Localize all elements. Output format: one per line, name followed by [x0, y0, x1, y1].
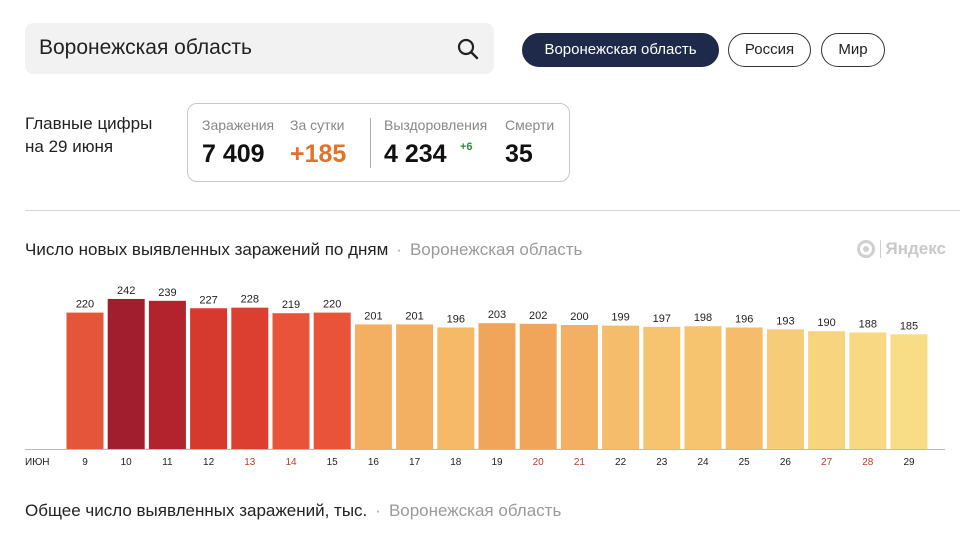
bar-label-25: 196 — [735, 313, 753, 325]
bar-10 — [107, 298, 145, 449]
section-divider — [25, 210, 960, 211]
stats-divider — [370, 118, 371, 168]
x-tick-17: 17 — [409, 457, 421, 468]
tab-voronezh-region[interactable]: Воронежская область — [522, 33, 719, 67]
bar-18 — [437, 327, 475, 449]
bar-label-13: 228 — [241, 294, 259, 306]
bar-16 — [354, 324, 392, 449]
bar-11 — [148, 300, 186, 449]
tab-russia[interactable]: Россия — [728, 33, 811, 67]
bar-label-22: 199 — [611, 312, 629, 324]
month-label: ИЮН — [25, 457, 50, 468]
bar-21 — [560, 325, 598, 449]
deaths-value: 35 — [505, 140, 533, 168]
x-tick-26: 26 — [780, 457, 792, 468]
bar-25 — [725, 327, 763, 449]
x-tick-11: 11 — [162, 457, 173, 468]
x-tick-21: 21 — [574, 457, 586, 468]
bar-label-23: 197 — [653, 313, 671, 325]
x-tick-13: 13 — [244, 457, 256, 468]
daily-infections-chart: ИЮН2209242102391122712228132191422015201… — [25, 285, 945, 468]
bar-9 — [66, 312, 104, 449]
chart-region: Воронежская область — [409, 240, 583, 259]
bar-26 — [766, 329, 804, 449]
bar-19 — [478, 323, 516, 449]
bar-label-17: 201 — [405, 310, 423, 322]
bar-20 — [519, 323, 557, 449]
bar-label-18: 196 — [447, 313, 465, 325]
bar-12 — [190, 308, 228, 449]
x-tick-29: 29 — [903, 457, 915, 468]
bar-label-15: 220 — [323, 299, 341, 311]
chart-section-title: Число новых выявленных заражений по дням… — [25, 240, 582, 260]
bar-23 — [643, 326, 681, 449]
brand-logo-icon — [856, 240, 875, 258]
bar-15 — [313, 312, 351, 449]
chart-title: Число новых выявленных заражений по дням — [25, 240, 389, 259]
brand-logo-divider — [879, 240, 881, 258]
search-icon[interactable] — [456, 37, 480, 61]
x-tick-23: 23 — [656, 457, 668, 468]
total-region: Воронежская область — [388, 501, 562, 520]
daily-value: +185 — [290, 140, 347, 168]
x-tick-14: 14 — [285, 457, 297, 468]
main-figures-caption: Главные цифры на 29 июня — [25, 112, 152, 158]
bar-label-27: 190 — [817, 317, 835, 329]
bar-24 — [684, 326, 722, 449]
bar-label-16: 201 — [364, 310, 382, 322]
x-tick-22: 22 — [615, 457, 627, 468]
search-input[interactable]: Воронежская область — [39, 36, 252, 59]
x-tick-16: 16 — [368, 457, 380, 468]
x-tick-27: 27 — [821, 457, 833, 468]
x-tick-24: 24 — [697, 457, 709, 468]
bar-label-24: 198 — [694, 312, 712, 324]
x-tick-18: 18 — [450, 457, 462, 468]
x-tick-25: 25 — [739, 457, 751, 468]
bar-label-20: 202 — [529, 310, 547, 322]
total-section-title: Общее число выявленных заражений, тыс. · В… — [25, 501, 561, 521]
daily-label: За сутки — [290, 117, 345, 133]
bar-28 — [849, 332, 887, 449]
title-separator-dot: · — [396, 240, 402, 259]
bar-13 — [231, 307, 269, 449]
bar-label-9: 220 — [76, 299, 94, 311]
brand-watermark: Яндекс — [856, 239, 946, 259]
bar-label-26: 193 — [776, 315, 794, 327]
x-tick-19: 19 — [491, 457, 503, 468]
x-tick-10: 10 — [121, 457, 133, 468]
bar-14 — [272, 313, 310, 449]
recovered-label: Выздоровления — [384, 117, 488, 133]
bar-label-14: 219 — [282, 299, 300, 311]
bar-label-12: 227 — [199, 294, 217, 306]
recovered-delta: +6 — [460, 141, 473, 153]
bar-label-28: 188 — [859, 318, 877, 330]
x-tick-12: 12 — [203, 457, 215, 468]
x-tick-20: 20 — [533, 457, 545, 468]
bar-label-10: 242 — [117, 285, 135, 297]
x-tick-15: 15 — [327, 457, 339, 468]
x-tick-28: 28 — [862, 457, 874, 468]
bar-29 — [890, 334, 928, 449]
bar-27 — [808, 331, 846, 449]
bar-17 — [396, 324, 434, 449]
deaths-label: Смерти — [505, 117, 555, 133]
tab-world[interactable]: Мир — [821, 33, 885, 67]
main-figures-caption-line1: Главные цифры — [25, 114, 153, 133]
infections-label: Заражения — [202, 117, 275, 133]
bar-22 — [602, 325, 640, 449]
infections-value: 7 409 — [202, 140, 265, 168]
bar-label-21: 200 — [570, 311, 588, 323]
brand-name: Яндекс — [885, 239, 946, 258]
total-title-separator-dot: · — [375, 501, 381, 520]
recovered-value: 4 234 — [384, 140, 447, 168]
bar-label-19: 203 — [488, 309, 506, 321]
x-tick-9: 9 — [82, 457, 88, 468]
main-figures-date: на 29 июня — [25, 137, 114, 156]
search-field[interactable]: Воронежская область — [25, 23, 494, 74]
total-title: Общее число выявленных заражений, тыс. — [25, 501, 368, 520]
main-figures-card: Заражения 7 409 За сутки +185 Выздоровле… — [187, 103, 570, 182]
bar-label-11: 239 — [158, 287, 176, 299]
bar-label-29: 185 — [900, 320, 918, 332]
